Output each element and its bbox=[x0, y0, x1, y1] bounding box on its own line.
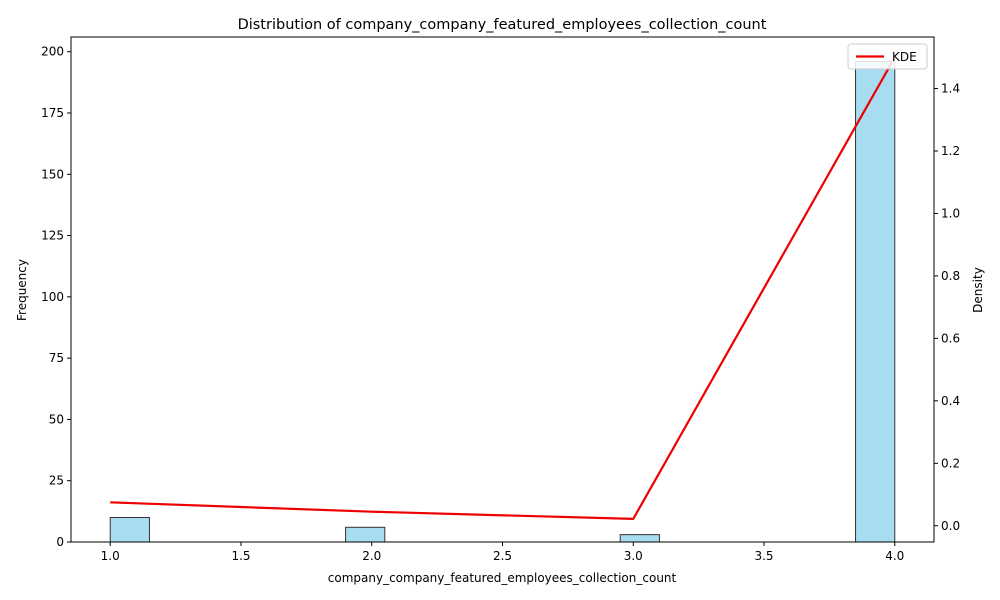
y2-tick-label: 0.2 bbox=[941, 456, 960, 470]
histogram-bar-3 bbox=[619, 534, 660, 543]
x-tick-label: 3.5 bbox=[754, 549, 773, 563]
histogram-bar-1 bbox=[109, 516, 150, 543]
x-tick-label: 3.0 bbox=[624, 549, 643, 563]
x-tick-label: 2.0 bbox=[362, 549, 381, 563]
y-tick-label: 0 bbox=[56, 535, 64, 549]
y2-tick-label: 1.4 bbox=[941, 82, 960, 96]
y2-tick-label: 1.0 bbox=[941, 206, 960, 220]
legend: KDE bbox=[847, 43, 928, 70]
chart-title: Distribution of company_company_featured… bbox=[238, 17, 767, 33]
y-tick-label: 175 bbox=[41, 106, 64, 120]
bars-layer bbox=[109, 61, 896, 543]
y-tick-label: 25 bbox=[49, 474, 64, 488]
x-tick-label: 2.5 bbox=[493, 549, 512, 563]
plot-frame bbox=[70, 36, 935, 543]
y2-tick-label: 0.4 bbox=[941, 394, 960, 408]
y2-tick-label: 0.6 bbox=[941, 331, 960, 345]
kde-line bbox=[110, 56, 896, 520]
x-axis: 1.0 1.5 2.0 2.5 3.0 3.5 4.0 bbox=[101, 542, 904, 563]
y-tick-label: 100 bbox=[41, 290, 64, 304]
histogram-bar-2 bbox=[345, 526, 386, 543]
y2-axis-label: Density bbox=[971, 267, 985, 313]
histogram-bar-4 bbox=[855, 61, 896, 543]
y-axis-frequency: 0 25 50 75 100 125 150 175 200 bbox=[41, 45, 71, 549]
y-tick-label: 200 bbox=[41, 45, 64, 59]
y-tick-label: 50 bbox=[49, 412, 64, 426]
y-axis-density: 0.0 0.2 0.4 0.6 0.8 1.0 1.2 1.4 bbox=[934, 82, 960, 533]
y2-tick-label: 0.8 bbox=[941, 269, 960, 283]
x-tick-label: 1.0 bbox=[101, 549, 120, 563]
y-tick-label: 150 bbox=[41, 167, 64, 181]
x-tick-label: 4.0 bbox=[885, 549, 904, 563]
x-axis-label: company_company_featured_employees_colle… bbox=[328, 571, 677, 585]
legend-box bbox=[847, 43, 928, 70]
legend-kde-label: KDE bbox=[892, 50, 917, 64]
y2-tick-label: 1.2 bbox=[941, 144, 960, 158]
y-tick-label: 75 bbox=[49, 351, 64, 365]
y-axis-label: Frequency bbox=[15, 259, 29, 321]
y-tick-label: 125 bbox=[41, 229, 64, 243]
x-tick-label: 1.5 bbox=[231, 549, 250, 563]
kde-layer bbox=[110, 56, 896, 520]
y2-tick-label: 0.0 bbox=[941, 519, 960, 533]
